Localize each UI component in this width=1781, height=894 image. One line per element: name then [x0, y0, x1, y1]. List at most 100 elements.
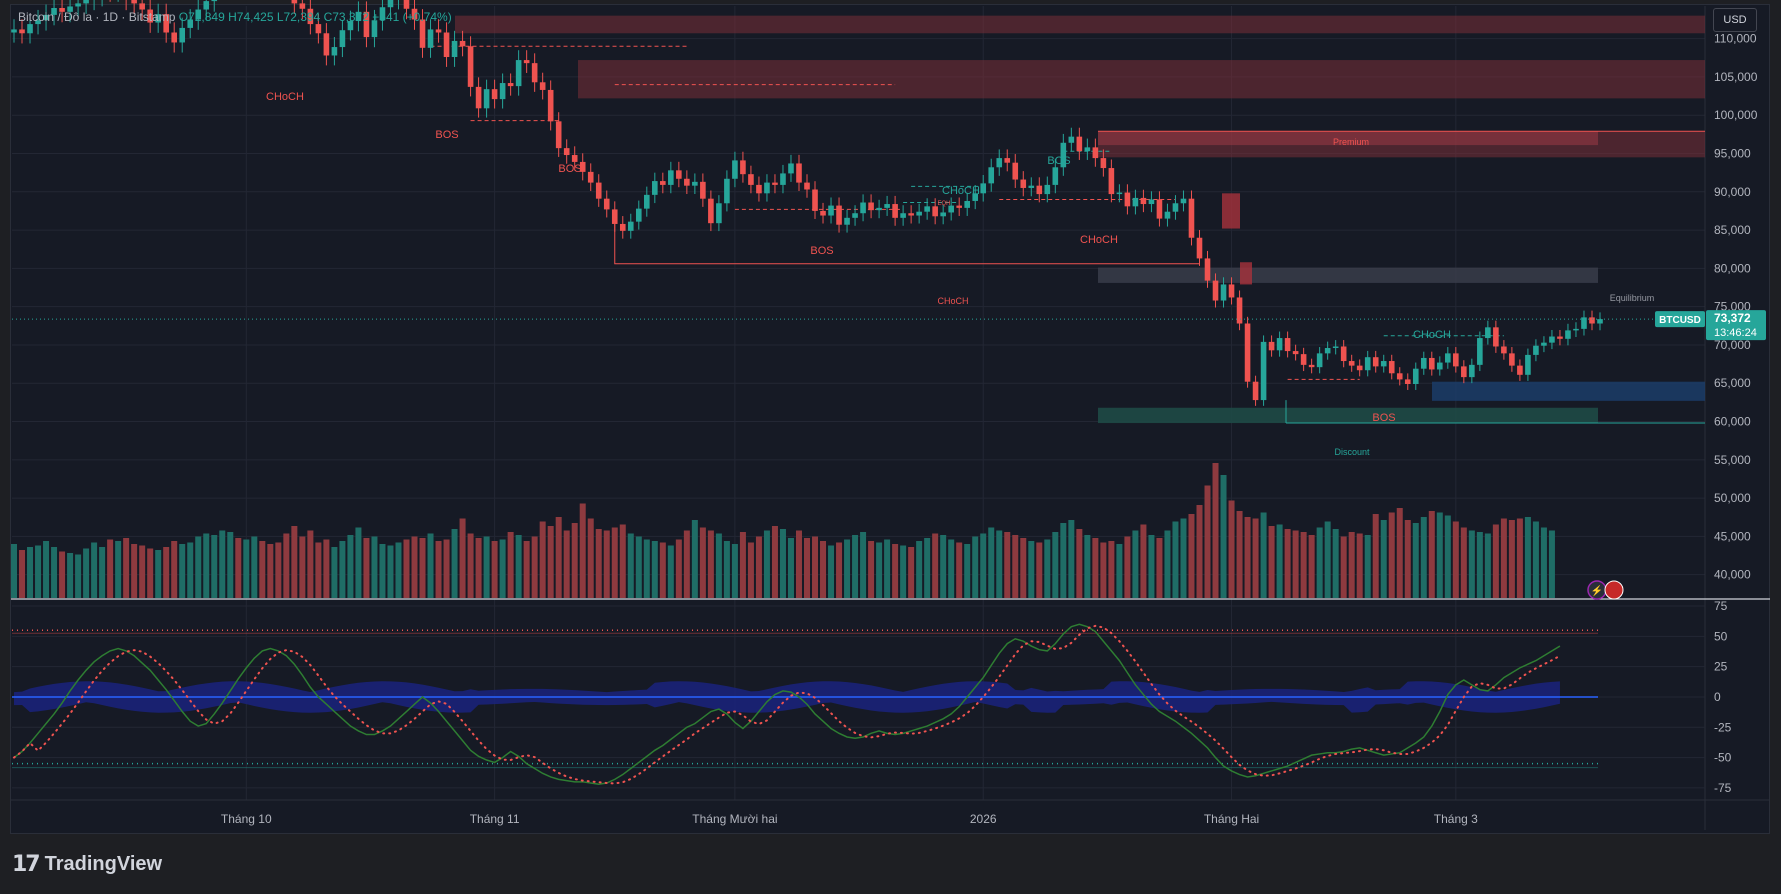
- volume-bar: [235, 538, 242, 598]
- lightning-glyph: ⚡: [1591, 584, 1603, 597]
- candle-body: [1228, 284, 1235, 298]
- volume-bar: [459, 518, 466, 598]
- candle-body: [1469, 364, 1475, 378]
- volume-bar: [603, 530, 610, 598]
- volume-bar: [980, 533, 987, 598]
- volume-bar: [1044, 539, 1051, 598]
- candle-body: [1188, 198, 1195, 238]
- candle-body: [587, 171, 594, 183]
- volume-bar: [43, 541, 50, 598]
- candle-body: [347, 21, 354, 31]
- choch-label: CHoCH: [1080, 234, 1118, 246]
- legend-open: O72,849: [178, 10, 225, 24]
- volume-bar: [1116, 544, 1123, 598]
- legend-close: C73,372: [323, 10, 369, 24]
- candle-body: [1124, 192, 1131, 207]
- volume-bar: [363, 538, 370, 598]
- candle-body: [884, 204, 890, 208]
- volume-bar: [51, 547, 58, 598]
- candle-body: [307, 8, 314, 25]
- candle-body: [1380, 361, 1387, 367]
- candle-body: [1020, 179, 1027, 188]
- brand-name: TradingView: [44, 853, 163, 875]
- candle-body: [1533, 345, 1539, 355]
- volume-bar: [1548, 530, 1555, 598]
- candle-body: [635, 208, 642, 222]
- volume-bar: [499, 539, 506, 598]
- candle-body: [1100, 158, 1107, 169]
- volume-bar: [1012, 535, 1019, 598]
- currency-button[interactable]: USD: [1713, 8, 1757, 32]
- volume-bar: [267, 544, 274, 598]
- volume-bar: [179, 544, 186, 598]
- indicator-main-line: [13, 623, 1561, 786]
- volume-bar: [1332, 529, 1339, 598]
- bos-label: BOS: [558, 163, 581, 175]
- price-tick-label: 110,000: [1714, 32, 1757, 46]
- candle-body: [1428, 357, 1435, 370]
- candle-body: [692, 181, 698, 186]
- candle-body: [51, 8, 57, 15]
- candle-body: [371, 20, 378, 38]
- volume-bar: [1324, 521, 1331, 598]
- candle-body: [1028, 185, 1035, 188]
- candle-body: [171, 32, 178, 43]
- candle-body: [139, 3, 145, 10]
- price-tag-value: 73,372: [1714, 311, 1751, 325]
- volume-bar: [683, 530, 690, 598]
- volume-bar: [1476, 532, 1483, 598]
- candle-body: [339, 30, 346, 48]
- candle-body: [603, 198, 610, 210]
- candle-body: [59, 8, 65, 12]
- candle-body: [179, 27, 186, 43]
- volume-bar: [1260, 512, 1267, 598]
- volume-bar: [379, 544, 386, 598]
- candle-body: [1348, 361, 1355, 366]
- candle-body: [996, 158, 1003, 168]
- tradingview-logo[interactable]: 17 TradingView: [12, 852, 162, 877]
- volume-bar: [1140, 524, 1147, 598]
- volume-bar: [852, 535, 859, 598]
- candle-body: [1420, 357, 1427, 369]
- candle-body: [1156, 199, 1163, 219]
- volume-bar: [1364, 535, 1371, 598]
- candle-body: [684, 178, 690, 186]
- bos-label: BOS: [1372, 412, 1395, 424]
- candle-body: [1212, 280, 1219, 301]
- price-tick-label: 105,000: [1714, 70, 1758, 84]
- volume-bar: [731, 544, 738, 598]
- candle-body: [812, 189, 818, 211]
- candles-group: [11, 0, 1603, 406]
- volume-bar: [67, 553, 74, 598]
- candle-body: [315, 24, 322, 34]
- candle-body: [1196, 237, 1203, 259]
- candle-body: [155, 14, 161, 23]
- volume-bar: [1204, 485, 1211, 598]
- candle-body: [1396, 373, 1403, 380]
- volume-bar: [355, 527, 362, 598]
- candle-body: [147, 9, 153, 23]
- candle-body: [1220, 284, 1227, 301]
- candle-body: [1388, 361, 1395, 374]
- candle-body: [1525, 354, 1531, 375]
- candle-body: [1445, 353, 1451, 363]
- candle-body: [1372, 357, 1379, 367]
- volume-bar: [523, 541, 530, 598]
- volume-bar: [779, 529, 786, 598]
- candle-body: [1308, 364, 1315, 368]
- symbol-legend[interactable]: Bitcoin / Đô la · 1D · Bitstamp O72,849 …: [18, 10, 452, 24]
- volume-bar: [1172, 521, 1179, 598]
- volume-bar: [619, 524, 626, 598]
- candle-body: [571, 155, 578, 162]
- volume-bar: [123, 538, 130, 598]
- volume-bar: [635, 536, 642, 598]
- volume-bar: [884, 539, 891, 598]
- volume-bar: [1028, 541, 1035, 598]
- candle-body: [1597, 319, 1603, 324]
- candle-body: [1412, 368, 1419, 385]
- indicator-signal-line: [13, 624, 1561, 785]
- volume-bar: [1460, 527, 1467, 598]
- candle-body: [708, 198, 714, 224]
- equilibrium-label: Equilibrium: [1610, 293, 1655, 303]
